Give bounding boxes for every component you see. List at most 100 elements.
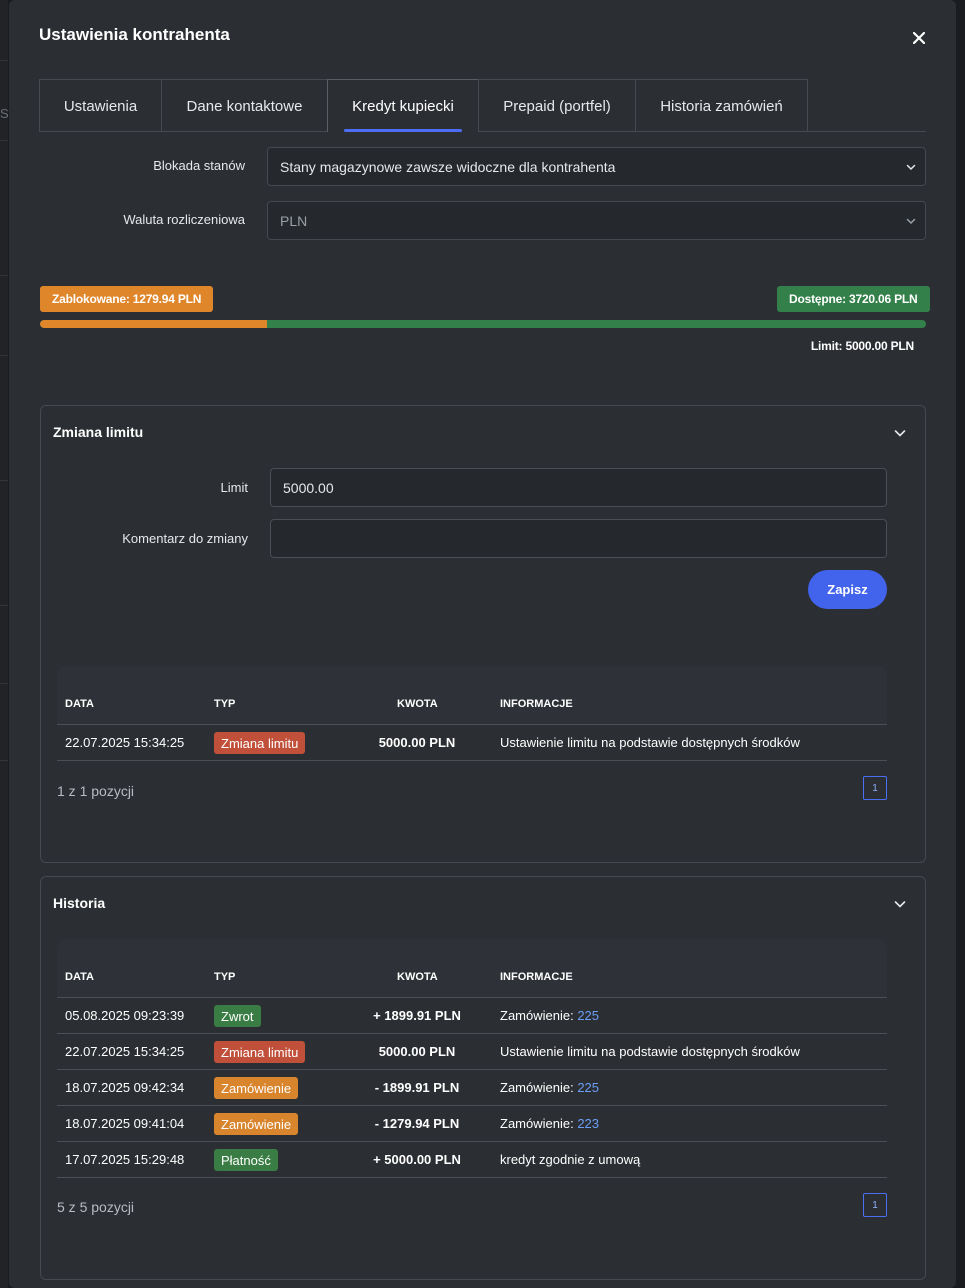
limit-change-card: Zmiana limitu Limit 5000.00 Komentarz do… xyxy=(40,405,926,863)
tab-contact-details[interactable]: Dane kontaktowe xyxy=(161,79,328,132)
save-button[interactable]: Zapisz xyxy=(808,570,887,609)
backdrop-divider xyxy=(0,355,8,356)
table-row: 22.07.2025 15:34:25 Zmiana limitu 5000.0… xyxy=(57,725,887,761)
order-link[interactable]: 223 xyxy=(577,1116,600,1131)
pagination-info: 1 z 1 pozycji xyxy=(57,783,135,799)
table-row: 18.07.2025 09:42:34 Zamówienie - 1899.91… xyxy=(57,1070,887,1106)
type-badge: Zmiana limitu xyxy=(214,1041,306,1063)
customer-settings-modal: Ustawienia kontrahenta Ustawienia Dane k… xyxy=(9,0,956,1288)
type-badge: Zamówienie xyxy=(214,1077,299,1099)
backdrop-divider xyxy=(0,480,8,481)
tab-label: Historia zamówień xyxy=(660,97,783,115)
collapse-toggle[interactable] xyxy=(893,426,907,445)
row-date: 05.08.2025 09:23:39 xyxy=(65,1008,185,1023)
tab-trade-credit[interactable]: Kredyt kupiecki xyxy=(327,79,479,132)
card-title: Historia xyxy=(53,895,106,911)
column-header: DATA xyxy=(65,698,94,710)
column-header: KWOTA xyxy=(397,698,438,710)
tab-settings[interactable]: Ustawienia xyxy=(39,79,162,132)
row-amount: - 1279.94 PLN xyxy=(374,1116,460,1131)
row-amount: + 1899.91 PLN xyxy=(373,1008,461,1023)
limit-change-table: DATA TYP KWOTA INFORMACJE 22.07.2025 15:… xyxy=(57,666,887,761)
chevron-down-icon xyxy=(906,218,916,225)
limit-input[interactable]: 5000.00 xyxy=(270,468,887,507)
comment-input[interactable] xyxy=(270,519,887,558)
chevron-down-icon xyxy=(906,164,916,171)
modal-title: Ustawienia kontrahenta xyxy=(39,25,230,44)
tab-label: Kredyt kupiecki xyxy=(352,97,454,115)
row-info: Ustawienie limitu na podstawie dostępnyc… xyxy=(500,1044,800,1059)
row-date: 17.07.2025 15:29:48 xyxy=(65,1152,185,1167)
row-date: 22.07.2025 15:34:25 xyxy=(65,735,185,750)
row-info: Zamówienie: 225 xyxy=(500,1080,599,1095)
column-header: TYP xyxy=(214,971,236,983)
stock-lock-label: Blokada stanów xyxy=(153,158,245,173)
tab-bar: Ustawienia Dane kontaktowe Kredyt kupiec… xyxy=(39,79,926,132)
row-amount: - 1899.91 PLN xyxy=(374,1080,460,1095)
credit-blocked-fill xyxy=(40,320,267,328)
row-date: 18.07.2025 09:42:34 xyxy=(65,1080,185,1095)
backdrop-divider xyxy=(0,275,8,276)
backdrop-divider xyxy=(0,760,8,761)
row-info-text: Zamówienie: xyxy=(500,1080,578,1095)
currency-label: Waluta rozliczeniowa xyxy=(123,212,245,227)
credit-limit-text: Limit: 5000.00 PLN xyxy=(810,339,914,353)
stock-lock-value: Stany magazynowe zawsze widoczne dla kon… xyxy=(280,158,616,175)
row-date: 18.07.2025 09:41:04 xyxy=(65,1116,185,1131)
pagination-info: 5 z 5 pozycji xyxy=(57,1199,135,1215)
history-table: DATA TYP KWOTA INFORMACJE 05.08.2025 09:… xyxy=(57,939,887,1178)
tab-label: Ustawienia xyxy=(63,97,138,115)
row-amount: + 5000.00 PLN xyxy=(373,1152,461,1167)
table-row: 17.07.2025 15:29:48 Płatność + 5000.00 P… xyxy=(57,1142,887,1178)
column-header: TYP xyxy=(214,698,236,710)
limit-label: Limit xyxy=(220,480,248,495)
close-button[interactable] xyxy=(907,26,931,50)
page-button[interactable]: 1 xyxy=(863,1193,887,1217)
row-info-text: Zamówienie: xyxy=(500,1116,578,1131)
chevron-down-icon xyxy=(894,901,906,908)
blocked-amount-badge: Zablokowane: 1279.94 PLN xyxy=(40,286,214,312)
tab-prepaid-wallet[interactable]: Prepaid (portfel) xyxy=(478,79,636,132)
close-icon xyxy=(913,32,925,44)
card-title: Zmiana limitu xyxy=(53,424,144,440)
column-header: DATA xyxy=(65,971,94,983)
row-date: 22.07.2025 15:34:25 xyxy=(65,1044,185,1059)
limit-input-value: 5000.00 xyxy=(283,479,334,496)
comment-label: Komentarz do zmiany xyxy=(122,531,248,546)
backdrop: St xyxy=(0,0,12,1288)
type-badge: Zmiana limitu xyxy=(214,732,306,754)
column-header: KWOTA xyxy=(397,971,438,983)
type-badge: Zamówienie xyxy=(214,1113,299,1135)
chevron-down-icon xyxy=(894,430,906,437)
row-info: Zamówienie: 223 xyxy=(500,1116,599,1131)
type-badge: Płatność xyxy=(214,1149,278,1171)
history-card: Historia DATA TYP KWOTA INFORMACJE 05.08… xyxy=(40,876,926,1280)
backdrop-divider xyxy=(0,60,8,61)
currency-value: PLN xyxy=(280,212,308,229)
backdrop-divider xyxy=(0,605,8,606)
table-row: 22.07.2025 15:34:25 Zmiana limitu 5000.0… xyxy=(57,1034,887,1070)
column-header: INFORMACJE xyxy=(500,698,573,710)
table-header: DATA TYP KWOTA INFORMACJE xyxy=(57,666,887,725)
row-info: Zamówienie: 225 xyxy=(500,1008,599,1023)
row-amount: 5000.00 PLN xyxy=(378,1044,456,1059)
column-header: INFORMACJE xyxy=(500,971,573,983)
row-amount: 5000.00 PLN xyxy=(378,735,456,750)
backdrop-divider xyxy=(0,140,8,141)
row-info: Ustawienie limitu na podstawie dostępnyc… xyxy=(500,735,800,750)
row-info: kredyt zgodnie z umową xyxy=(500,1152,641,1167)
tab-label: Prepaid (portfel) xyxy=(503,97,611,115)
order-link[interactable]: 225 xyxy=(577,1008,600,1023)
backdrop-divider xyxy=(0,683,8,684)
active-tab-indicator xyxy=(344,129,462,132)
collapse-toggle[interactable] xyxy=(893,897,907,916)
type-badge: Zwrot xyxy=(214,1005,261,1027)
table-row: 05.08.2025 09:23:39 Zwrot + 1899.91 PLN … xyxy=(57,998,887,1034)
credit-usage-bar xyxy=(40,320,926,328)
currency-select[interactable]: PLN xyxy=(267,201,926,240)
order-link[interactable]: 225 xyxy=(577,1080,600,1095)
stock-lock-select[interactable]: Stany magazynowe zawsze widoczne dla kon… xyxy=(267,147,926,186)
page-button[interactable]: 1 xyxy=(863,776,887,800)
tab-label: Dane kontaktowe xyxy=(186,97,303,115)
tab-order-history[interactable]: Historia zamówień xyxy=(635,79,808,132)
